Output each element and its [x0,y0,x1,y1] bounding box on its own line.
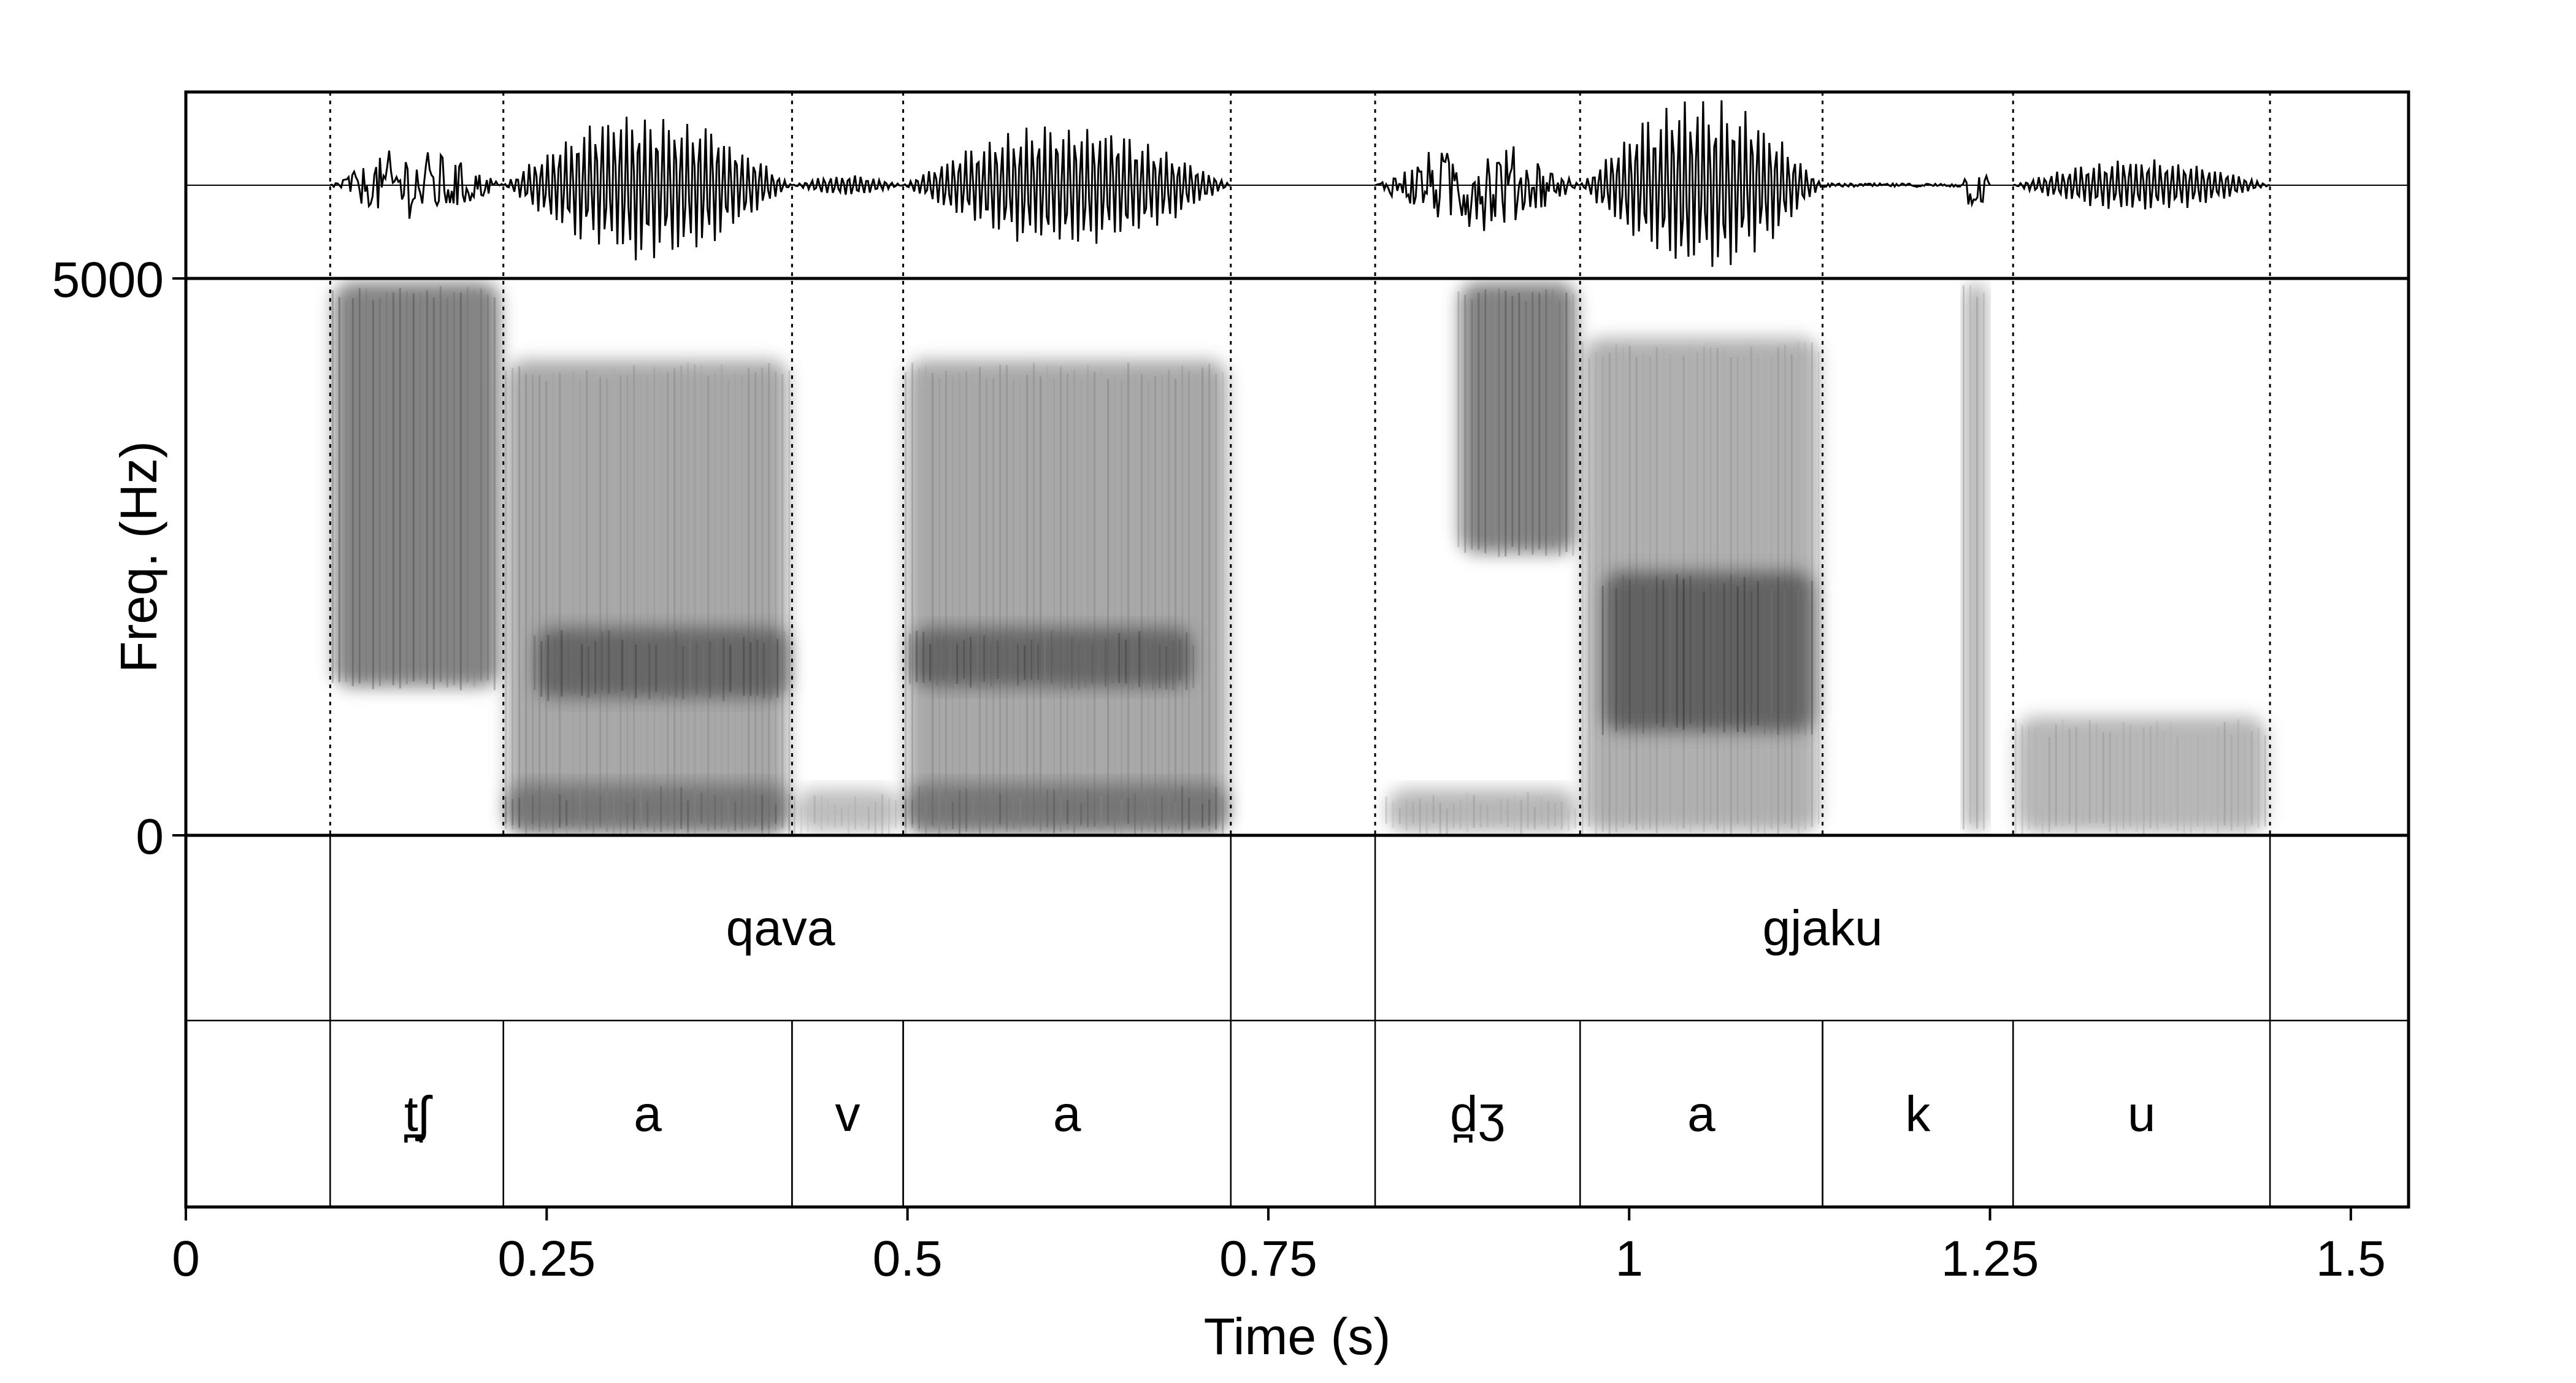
waveform-segment [1374,146,1581,231]
energy-region [331,282,500,691]
annotation-tiers: qava gjaku t̪ʃ a v a d̪ʒ a k u [329,835,2271,1207]
waveform-segment [1579,100,1823,267]
x-tick-label: 1.5 [2316,1231,2386,1287]
energy-blob [795,789,900,832]
phone-label: d̪ʒ [1450,1086,1505,1143]
phone-label: a [1687,1086,1715,1142]
energy-blob [1387,789,1577,832]
energy-region [793,789,900,835]
phone-label: k [1905,1086,1931,1142]
frame-border [184,90,2410,1209]
waveform-segment [2012,159,2271,210]
energy-blob [907,783,1227,832]
energy-region [909,627,1195,691]
energy-blob [1459,282,1577,553]
phone-label: a [634,1086,662,1142]
energy-region [534,627,789,702]
waveform [329,100,2271,267]
waveform-segment [902,126,1231,244]
energy-region [1457,282,1577,557]
energy-region [2014,716,2267,835]
x-tick-label: 1 [1615,1231,1643,1287]
energy-blob [911,627,1193,687]
energy-blob [507,783,789,832]
axes: Freq. (Hz) Time (s) 0 0.25 0.5 0.75 1 1.25 1.5… [52,252,2386,1365]
waveform-segment [329,150,504,219]
energy-blob [535,627,789,699]
phone-label: u [2128,1086,2156,1142]
energy-blob [334,282,500,687]
energy-region [505,783,791,835]
x-tick-label: 0.25 [498,1231,596,1287]
word-label: gjaku [1763,900,1883,956]
waveform-segment [792,175,903,195]
energy-region [1385,789,1577,835]
y-tick-label: 5000 [52,252,164,308]
x-tick-label: 0.5 [873,1231,943,1287]
phone-label: t̪ʃ [404,1086,433,1143]
energy-blob [907,360,1227,832]
energy-blob [507,360,789,832]
energy-blob [1604,572,1814,732]
energy-region [505,360,791,835]
plot-frame [184,90,2410,1209]
y-axis-label: Freq. (Hz) [110,441,167,673]
waveform-segment [1960,173,1991,208]
x-tick-label: 0 [172,1231,200,1287]
energy-region [905,360,1227,835]
word-label: qava [726,900,835,956]
spectrogram-energy [331,282,2267,835]
x-axis-label: Time (s) [1204,1308,1391,1365]
energy-region [1962,282,1987,832]
phone-label: v [835,1086,860,1142]
x-tick-label: 1.25 [1941,1231,2039,1287]
x-tick-label: 0.75 [1219,1231,1317,1287]
energy-region [1601,572,1814,735]
segment-boundaries [329,92,2271,835]
energy-region [905,783,1227,835]
waveform-segment [502,117,793,261]
phone-label: a [1053,1086,1081,1142]
energy-blob [1965,282,1987,832]
energy-blob [2017,716,2267,832]
y-tick-label: 0 [136,809,164,865]
